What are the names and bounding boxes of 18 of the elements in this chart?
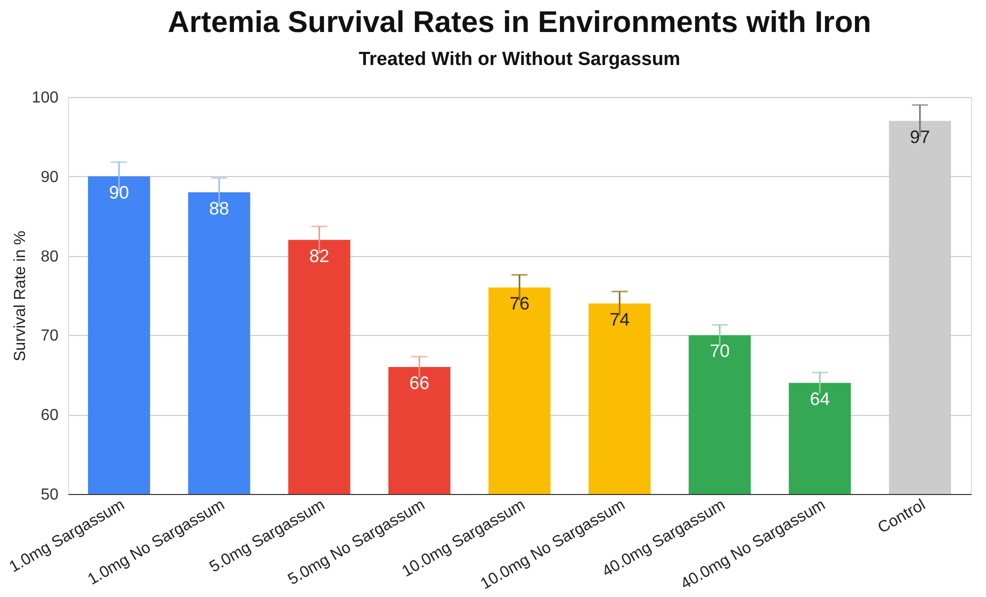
y-tick-label: 90 [40, 168, 59, 186]
chart-subtitle: Treated With or Without Sargassum [358, 49, 680, 70]
data-label: 66 [409, 372, 430, 393]
y-axis-title: Survival Rate in % [12, 230, 29, 362]
data-label: 70 [710, 341, 730, 362]
data-label: 88 [209, 198, 230, 218]
data-label: 64 [810, 388, 830, 409]
data-label: 90 [109, 182, 130, 202]
y-tick-label: 100 [32, 90, 59, 106]
chart-title: Artemia Survival Rates in Environments with Iron [168, 6, 872, 39]
y-tick-label: 70 [40, 328, 59, 345]
y-tick-label: 60 [40, 407, 59, 424]
data-label: 97 [910, 126, 930, 147]
data-label: 76 [509, 294, 530, 314]
y-tick-label: 80 [40, 248, 59, 266]
data-label: 82 [309, 246, 330, 266]
data-label: 74 [610, 309, 630, 330]
y-tick-label: 50 [40, 486, 59, 504]
